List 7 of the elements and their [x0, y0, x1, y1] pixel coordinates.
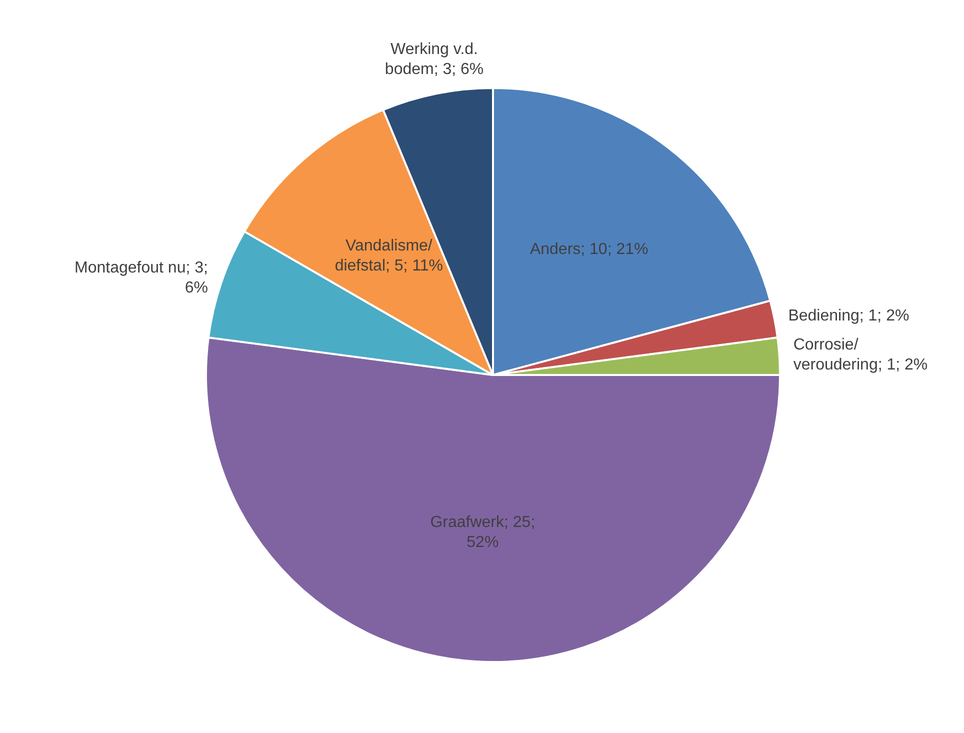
slice-label: Anders; 10; 21%: [530, 241, 648, 258]
slice-label: Vandalisme/ diefstal; 5; 11%: [334, 238, 444, 275]
slice-label: Werking v.d. bodem; 3; 6%: [384, 41, 484, 78]
slice-label: Montagefout nu; 3; 6%: [74, 260, 208, 297]
slice-label: Bediening; 1; 2%: [788, 308, 910, 325]
slice-label: Graafwerk; 25; 52%: [430, 514, 536, 551]
slice-label: Corrosie/ veroudering; 1; 2%: [793, 336, 928, 374]
